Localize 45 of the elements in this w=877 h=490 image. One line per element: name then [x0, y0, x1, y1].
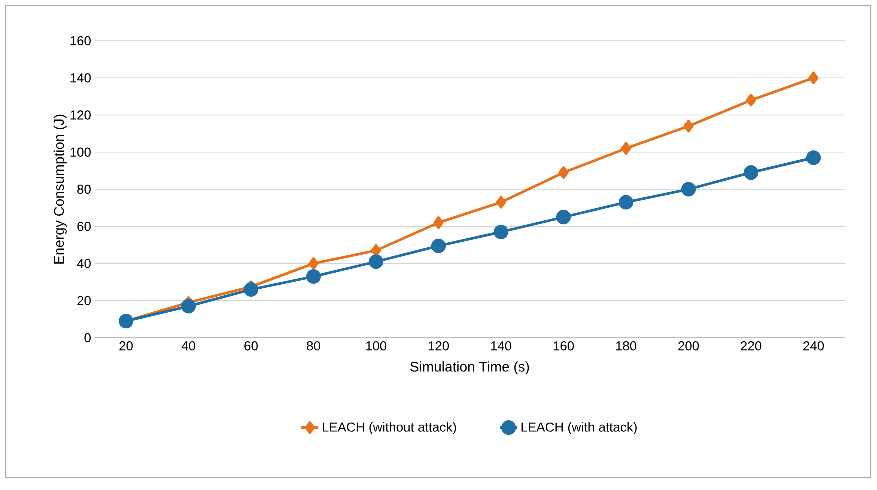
x-tick-label: 240	[804, 342, 824, 351]
x-tick-label: 60	[244, 342, 258, 351]
x-tick-label: 160	[554, 342, 574, 351]
point	[496, 196, 506, 209]
y-tick-label: 20	[78, 296, 91, 306]
point	[746, 94, 756, 107]
point	[368, 254, 384, 270]
point	[808, 72, 819, 84]
x-tick-label: 80	[307, 342, 320, 351]
point	[181, 299, 196, 314]
point	[621, 142, 632, 155]
x-tick-label: 180	[616, 342, 637, 351]
point	[806, 150, 822, 166]
x-tick-label: 120	[428, 342, 450, 351]
y-axis-title: Energy Consumption (J)	[54, 114, 67, 264]
y-tick-label: 40	[77, 259, 91, 268]
x-tick-label: 100	[366, 342, 387, 351]
point	[308, 257, 319, 270]
x-tick-label: 40	[182, 342, 196, 351]
point	[244, 282, 259, 298]
point	[744, 165, 759, 180]
y-tick-label: 80	[78, 184, 91, 194]
point	[618, 195, 634, 210]
x-tick-label: 220	[741, 342, 762, 351]
point	[681, 182, 696, 197]
point	[306, 269, 322, 284]
y-tick-label: 100	[70, 148, 91, 157]
x-tick-label: 200	[678, 342, 700, 351]
x-tick-label: 20	[120, 342, 133, 351]
y-tick-label: 160	[70, 36, 91, 46]
point	[556, 210, 572, 225]
legend-label: LEACH (without attack)	[323, 422, 456, 435]
point	[684, 120, 694, 133]
y-tick-label: 60	[78, 222, 91, 232]
point	[558, 166, 569, 180]
x-axis-title: Simulation Time (s)	[410, 362, 530, 375]
point	[434, 216, 444, 230]
y-tick-label: 140	[70, 74, 91, 83]
y-tick-label: 0	[84, 333, 91, 343]
point	[494, 224, 509, 240]
point	[118, 314, 134, 329]
x-tick-label: 140	[491, 342, 512, 351]
y-tick-label: 120	[70, 110, 91, 120]
point	[431, 238, 446, 254]
legend-label: LEACH (with attack)	[522, 422, 637, 435]
